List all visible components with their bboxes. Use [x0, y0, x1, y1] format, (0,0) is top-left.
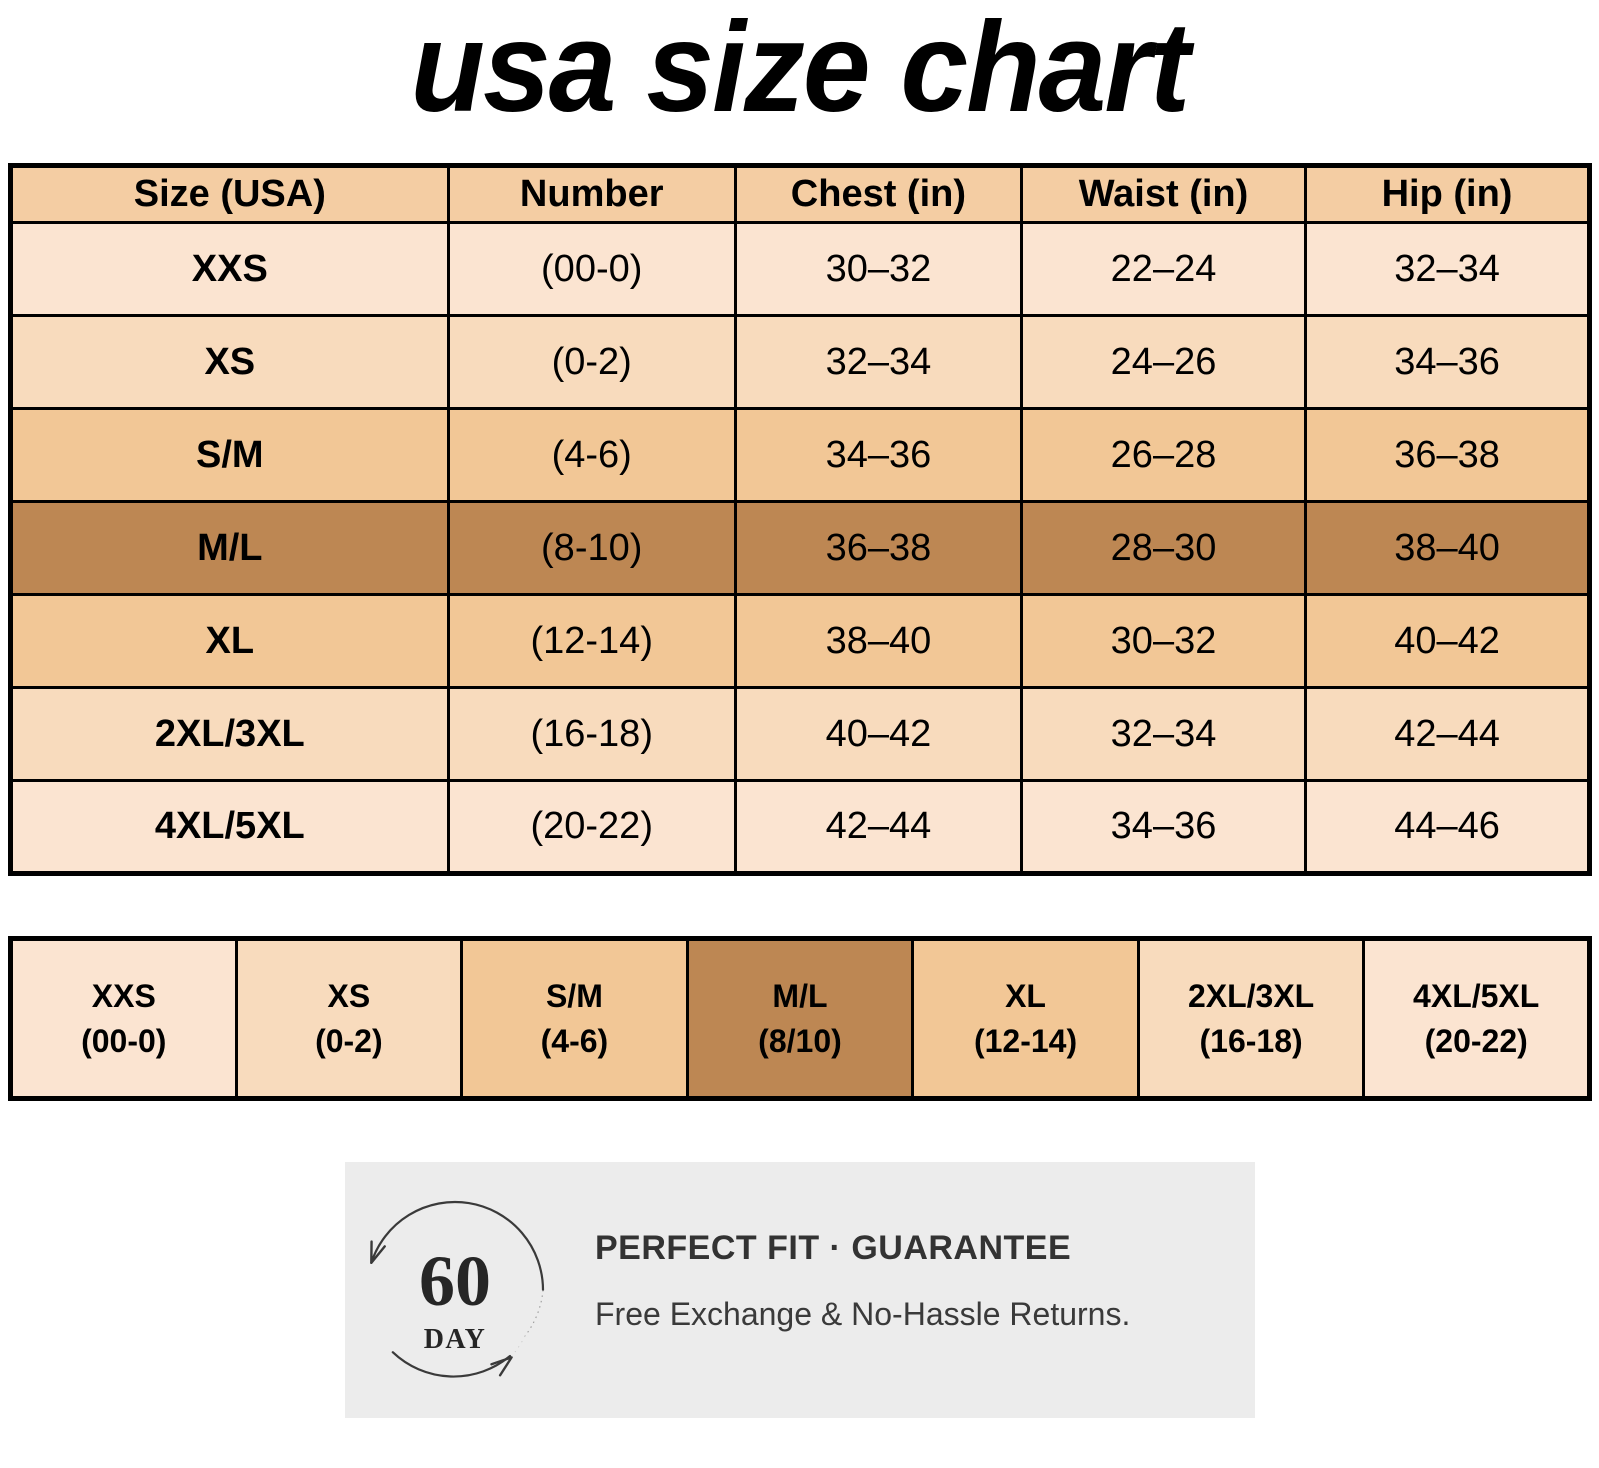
svg-text:DAY: DAY: [424, 1324, 487, 1355]
svg-text:60: 60: [419, 1241, 491, 1321]
